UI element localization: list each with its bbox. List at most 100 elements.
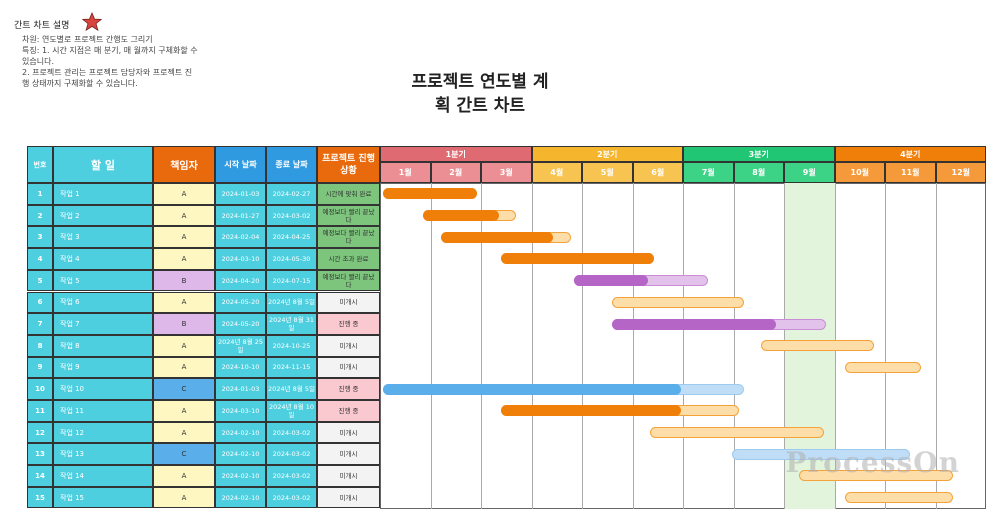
start-date: 2024-02-10 <box>215 486 266 509</box>
start-date: 2024-02-10 <box>215 443 266 466</box>
header-owner: 책임자 <box>153 146 215 183</box>
task-name: 작업 14 <box>53 465 153 487</box>
end-date: 2024-03-02 <box>266 465 317 487</box>
row-number: 6 <box>27 291 53 314</box>
task-name: 작업 11 <box>53 400 153 422</box>
row-number: 2 <box>27 204 53 227</box>
gantt-bar-progress <box>383 383 682 395</box>
month-header: 4월 <box>531 162 582 183</box>
task-name: 작업 9 <box>53 356 153 379</box>
start-date: 2024-10-10 <box>215 356 266 379</box>
row-number: 12 <box>27 421 53 444</box>
gantt-bar <box>732 448 911 460</box>
month-header: 6월 <box>632 162 683 183</box>
legend-line: 차원: 연도별로 프로젝트 간행도 그리기 <box>22 35 153 44</box>
start-date: 2024-01-27 <box>215 204 266 227</box>
row-number: 8 <box>27 334 53 357</box>
owner-cell: A <box>153 334 215 357</box>
end-date: 2024-04-25 <box>266 226 317 249</box>
legend-line: 특징: 1. 시간 지점은 매 분기, 매 월까지 구체화할 수 <box>22 46 198 55</box>
row-number: 7 <box>27 313 53 335</box>
start-date: 2024-01-03 <box>215 378 266 400</box>
task-name: 작업 1 <box>53 183 153 205</box>
gantt-bar-progress <box>501 253 655 265</box>
gantt-bar-progress <box>383 188 478 200</box>
month-grid-line <box>885 183 886 509</box>
start-date: 2024-02-04 <box>215 226 266 249</box>
gantt-bar-progress <box>501 405 682 417</box>
status-cell: 예정보다 빨리 끝났다 <box>317 269 380 292</box>
month-grid-line <box>632 183 634 509</box>
gantt-bar <box>844 361 922 373</box>
month-header: 10월 <box>834 162 885 183</box>
month-header: 3월 <box>481 162 532 183</box>
legend-title: 간트 차트 설명 <box>14 21 70 31</box>
month-header: 8월 <box>733 162 784 183</box>
start-date: 2024-01-03 <box>215 183 266 205</box>
start-date: 2024-03-10 <box>215 248 266 270</box>
task-name: 작업 3 <box>53 226 153 249</box>
status-cell: 예정보다 빨리 끝났다 <box>317 204 380 227</box>
end-date: 2024년 8월 5일 <box>266 291 317 314</box>
end-date: 2024-02-27 <box>266 183 317 205</box>
month-header: 1월 <box>380 162 431 183</box>
task-name: 작업 15 <box>53 486 153 509</box>
quarter-header: 4분기 <box>834 146 986 162</box>
owner-cell: A <box>153 356 215 379</box>
end-date: 2024-05-30 <box>266 248 317 270</box>
gantt-bar <box>761 340 875 352</box>
owner-cell: A <box>153 226 215 249</box>
header-status: 프로젝트 진행 상황 <box>317 146 380 183</box>
quarter-header: 2분기 <box>531 146 683 162</box>
month-grid-line <box>430 183 432 509</box>
gantt-bar <box>612 296 745 308</box>
end-date: 2024-03-02 <box>266 443 317 466</box>
task-name: 작업 4 <box>53 248 153 270</box>
month-header: 11월 <box>885 162 936 183</box>
chart-title-line: 프로젝트 연도별 계 <box>411 72 549 92</box>
status-cell: 미개시 <box>317 291 380 314</box>
start-date: 2024-05-20 <box>215 313 266 335</box>
task-name: 작업 6 <box>53 291 153 314</box>
status-cell: 예정보다 빨리 끝났다 <box>317 226 380 249</box>
chart-title-line: 획 간트 차트 <box>434 96 526 116</box>
row-number: 5 <box>27 269 53 292</box>
end-date: 2024-03-02 <box>266 421 317 444</box>
month-grid-line <box>733 183 735 509</box>
start-date: 2024년 8월 25일 <box>215 334 266 357</box>
task-name: 작업 12 <box>53 421 153 444</box>
start-date: 2024-03-10 <box>215 400 266 422</box>
owner-cell: A <box>153 183 215 205</box>
task-name: 작업 7 <box>53 313 153 335</box>
gantt-bar-progress <box>612 318 776 330</box>
task-name: 작업 2 <box>53 204 153 227</box>
owner-cell: A <box>153 400 215 422</box>
owner-cell: B <box>153 269 215 292</box>
month-header: 2월 <box>430 162 481 183</box>
header-start-date: 시작 날짜 <box>215 146 266 183</box>
owner-cell: A <box>153 421 215 444</box>
row-number: 15 <box>27 486 53 509</box>
month-grid-line <box>481 183 482 509</box>
row-number: 1 <box>27 183 53 205</box>
end-date: 2024-03-02 <box>266 486 317 509</box>
task-name: 작업 10 <box>53 378 153 400</box>
row-number: 13 <box>27 443 53 466</box>
status-cell: 미개시 <box>317 486 380 509</box>
month-grid-line <box>531 183 533 509</box>
star-icon <box>82 12 102 32</box>
header-task: 할 일 <box>53 146 153 183</box>
status-cell: 미개시 <box>317 334 380 357</box>
quarter-header: 1분기 <box>380 146 532 162</box>
legend-line: 있습니다. <box>22 57 54 66</box>
month-grid-line <box>582 183 583 509</box>
gantt-bar <box>844 492 954 504</box>
start-date: 2024-02-10 <box>215 465 266 487</box>
row-number: 4 <box>27 248 53 270</box>
end-date: 2024년 8월 5일 <box>266 378 317 400</box>
header-number: 번호 <box>27 146 53 183</box>
gantt-bar-progress <box>440 231 554 243</box>
month-header: 12월 <box>935 162 986 183</box>
end-date: 2024년 8월 10일 <box>266 400 317 422</box>
start-date: 2024-02-10 <box>215 421 266 444</box>
